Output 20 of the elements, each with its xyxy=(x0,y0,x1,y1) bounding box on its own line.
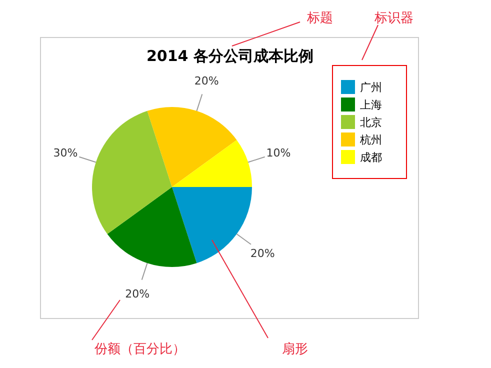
data-label: 20% xyxy=(250,246,275,260)
pie-slice xyxy=(172,140,252,187)
data-label: 30% xyxy=(53,146,78,160)
legend-label: 成都 xyxy=(360,151,382,164)
legend-label: 北京 xyxy=(360,116,382,129)
legend-label: 杭州 xyxy=(359,134,382,146)
pie-slice xyxy=(107,187,197,267)
text: 标题 xyxy=(306,11,333,26)
data-label: 20% xyxy=(125,288,150,301)
data-label: 10% xyxy=(266,146,291,160)
text: 扇形 xyxy=(282,341,308,357)
data-label: 20% xyxy=(194,74,219,88)
legend-label: 上海 xyxy=(360,98,382,112)
text: 份额（百分比） xyxy=(94,342,186,357)
legend-label: 广州 xyxy=(360,81,382,94)
chart-title: 2014 各分公司成本比例 xyxy=(146,47,314,65)
pie-slice xyxy=(92,110,172,234)
text: 标识器 xyxy=(374,11,414,26)
pie-slice xyxy=(172,187,252,264)
pie-slice xyxy=(147,107,237,187)
